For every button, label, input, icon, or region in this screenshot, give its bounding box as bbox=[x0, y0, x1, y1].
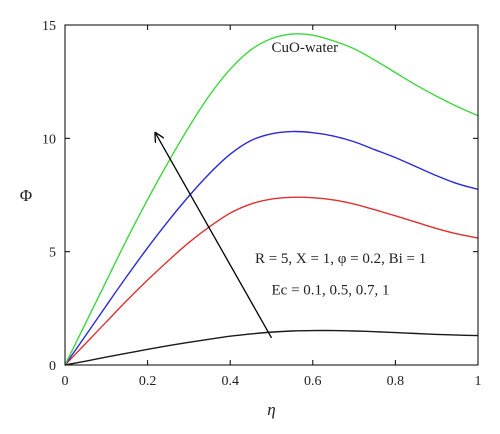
series-layer bbox=[64, 33, 479, 366]
x-tick-label: 1 bbox=[475, 374, 482, 389]
plot-frame bbox=[64, 24, 479, 366]
y-axis-label: Φ bbox=[20, 186, 32, 205]
ec-values-annotation: Ec = 0.1, 0.5, 0.7, 1 bbox=[272, 283, 390, 299]
y-tick-label: 0 bbox=[49, 359, 56, 374]
x-tick-label: 0.6 bbox=[304, 374, 322, 389]
x-tick-label: 0.8 bbox=[387, 374, 405, 389]
series-line-ec-1 bbox=[64, 33, 479, 366]
x-tick-label: 0 bbox=[62, 374, 69, 389]
y-tick-label: 15 bbox=[42, 19, 56, 34]
y-tick-label: 5 bbox=[49, 246, 56, 261]
series-line-ec-0-5 bbox=[64, 196, 479, 366]
x-axis-label: η bbox=[267, 400, 275, 419]
parameters-annotation: R = 5, X = 1, φ = 0.2, Bi = 1 bbox=[255, 251, 426, 267]
y-tick-label: 10 bbox=[42, 132, 56, 147]
series-line-ec-0-1 bbox=[64, 329, 479, 366]
fluid-label: CuO-water bbox=[272, 40, 339, 56]
x-tick-label: 0.4 bbox=[221, 374, 239, 389]
increasing-ec-arrow bbox=[156, 134, 273, 339]
series-line-ec-0-7 bbox=[64, 130, 479, 366]
x-tick-label: 0.2 bbox=[139, 374, 157, 389]
